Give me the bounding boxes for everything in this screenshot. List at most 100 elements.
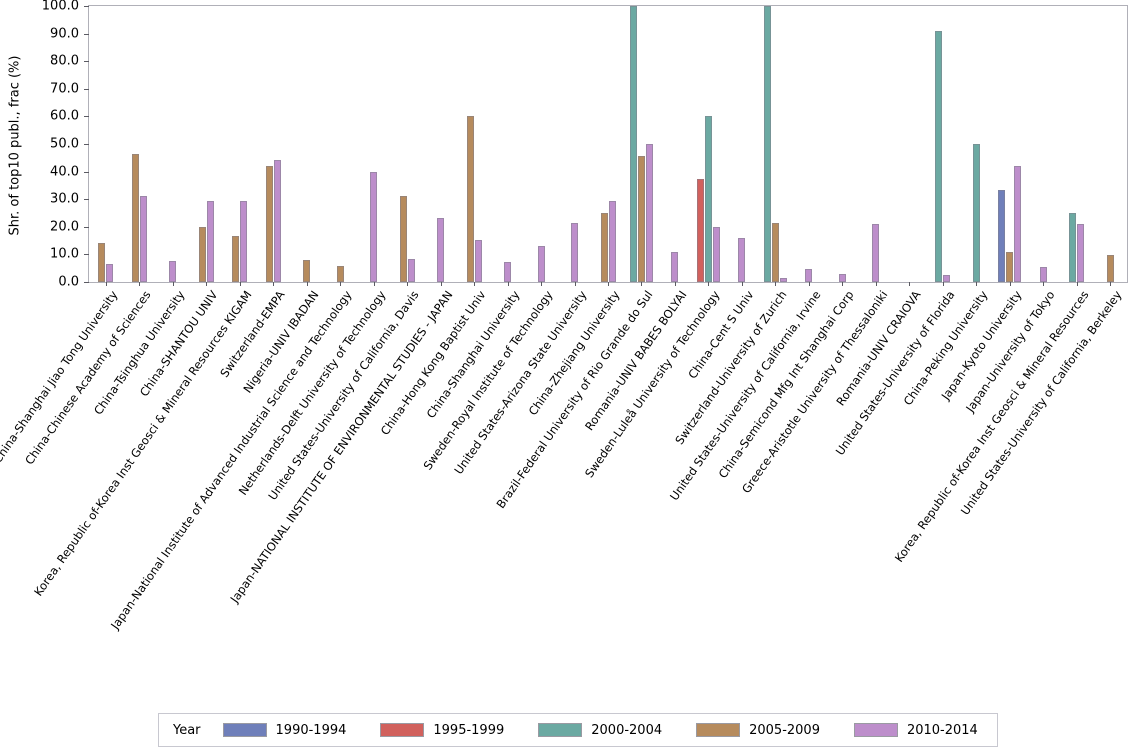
bar[interactable] xyxy=(303,260,311,282)
bar[interactable] xyxy=(370,172,378,282)
bar[interactable] xyxy=(474,239,482,282)
y-axis-tick-label: 10.0 xyxy=(50,246,79,262)
x-axis-tick-label: China-Shanghai Jiao Tong University xyxy=(0,288,121,466)
legend-item-label: 2010-2014 xyxy=(906,722,978,738)
bar[interactable] xyxy=(1006,251,1014,282)
legend-color-swatch xyxy=(538,723,583,737)
bar[interactable] xyxy=(336,266,344,282)
bar[interactable] xyxy=(779,277,787,282)
bar[interactable] xyxy=(629,6,637,282)
legend-item[interactable]: 1995-1999 xyxy=(380,723,504,738)
y-axis-tick-mark xyxy=(84,88,89,90)
bar[interactable] xyxy=(131,154,139,282)
x-axis-tick-mark xyxy=(340,282,342,286)
bar[interactable] xyxy=(671,251,679,282)
bar[interactable] xyxy=(273,160,281,282)
x-axis-tick-mark xyxy=(608,282,609,286)
x-axis-tick-mark xyxy=(172,282,174,286)
y-axis-tick-mark xyxy=(84,33,89,35)
x-axis-tick-mark xyxy=(373,282,375,286)
bar[interactable] xyxy=(466,116,474,282)
bar[interactable] xyxy=(704,116,712,282)
bar[interactable] xyxy=(407,259,415,282)
bar[interactable] xyxy=(738,237,746,282)
bar-group xyxy=(122,6,155,282)
bar[interactable] xyxy=(637,156,645,282)
bar[interactable] xyxy=(139,195,147,282)
bar[interactable] xyxy=(537,246,545,282)
bar[interactable] xyxy=(943,274,951,282)
bar[interactable] xyxy=(712,226,720,282)
x-axis-tick-label: China-Chinese Academy of Sciences xyxy=(22,288,154,468)
bar[interactable] xyxy=(763,6,771,282)
bar[interactable] xyxy=(169,261,177,282)
bar[interactable] xyxy=(198,226,206,282)
plot-area: 0.0 10.0 20.0 30.0 40.0 50.0 60.0 70.0 80.0 90.0 1… xyxy=(42,0,1128,290)
bar[interactable] xyxy=(998,189,1006,282)
legend-items: 1990-1994 1995-1999 2000-2004 2005-2009 2010… xyxy=(222,722,1012,738)
bar[interactable] xyxy=(935,30,943,282)
x-axis-tick-mark xyxy=(741,282,743,286)
bar-group xyxy=(658,6,691,282)
legend-item-label: 1990-1994 xyxy=(275,722,347,738)
bar-group xyxy=(859,6,892,282)
x-axis-tick-label: Japan-NATIONAL INSTITUTE OF ENVIRONMENTA… xyxy=(226,288,456,606)
bar[interactable] xyxy=(771,222,779,282)
x-axis-tick-mark xyxy=(1076,282,1078,286)
bar[interactable] xyxy=(645,144,653,282)
x-axis-tick-mark xyxy=(507,282,509,286)
bar[interactable] xyxy=(1039,267,1047,282)
bar[interactable] xyxy=(98,242,106,282)
bar[interactable] xyxy=(1069,213,1077,282)
bar[interactable] xyxy=(600,213,608,282)
bar[interactable] xyxy=(608,201,616,282)
x-axis-tick-mark xyxy=(206,282,208,286)
bar-group xyxy=(960,6,993,282)
x-axis-tick-mark xyxy=(641,282,643,286)
bar[interactable] xyxy=(106,264,114,282)
bar[interactable] xyxy=(232,236,240,282)
bar-group xyxy=(323,6,356,282)
legend-item[interactable]: 2010-2014 xyxy=(853,722,978,738)
y-axis-tick-label: 70.0 xyxy=(50,81,79,97)
bar-group xyxy=(256,6,289,282)
bar[interactable] xyxy=(437,217,445,282)
bar-group xyxy=(189,6,222,282)
bar[interactable] xyxy=(1014,165,1022,282)
x-axis-tick-mark xyxy=(239,282,241,286)
x-axis-tick-mark xyxy=(306,282,308,286)
bar[interactable] xyxy=(571,223,579,282)
x-axis-tick-mark xyxy=(942,282,944,286)
y-axis-tick-mark xyxy=(84,6,89,7)
bar[interactable] xyxy=(206,201,214,282)
x-axis-tick-mark xyxy=(139,282,141,286)
y-axis-tick-mark xyxy=(84,144,89,145)
x-axis-tick-mark xyxy=(1110,282,1112,286)
bar-group xyxy=(826,6,859,282)
bar[interactable] xyxy=(872,223,880,282)
legend-item[interactable]: 2005-2009 xyxy=(696,723,820,738)
bar[interactable] xyxy=(696,178,704,282)
x-axis-tick-mark xyxy=(474,282,476,286)
bar-group xyxy=(156,6,189,282)
legend-item-label: 2000-2004 xyxy=(591,722,663,738)
bar-group xyxy=(1094,6,1127,282)
bar-group xyxy=(893,6,926,282)
bar[interactable] xyxy=(972,144,980,282)
bar[interactable] xyxy=(240,201,248,282)
x-axis-tick-mark xyxy=(407,282,409,286)
bar[interactable] xyxy=(1077,223,1085,282)
bar[interactable] xyxy=(1106,254,1114,282)
legend-item[interactable]: 2000-2004 xyxy=(538,723,662,738)
bar-group xyxy=(926,6,959,282)
bar[interactable] xyxy=(838,274,846,282)
bar[interactable] xyxy=(805,268,813,282)
bar[interactable] xyxy=(504,261,512,282)
bar-group xyxy=(759,6,792,282)
legend-item-label: 1995-1999 xyxy=(433,722,505,738)
bar[interactable] xyxy=(265,166,273,282)
bar[interactable] xyxy=(399,195,407,282)
legend-item[interactable]: 1990-1994 xyxy=(222,722,347,738)
legend: Year 1990-1994 1995-1999 2000-2004 2005-200… xyxy=(158,713,998,747)
bar-group xyxy=(792,6,825,282)
